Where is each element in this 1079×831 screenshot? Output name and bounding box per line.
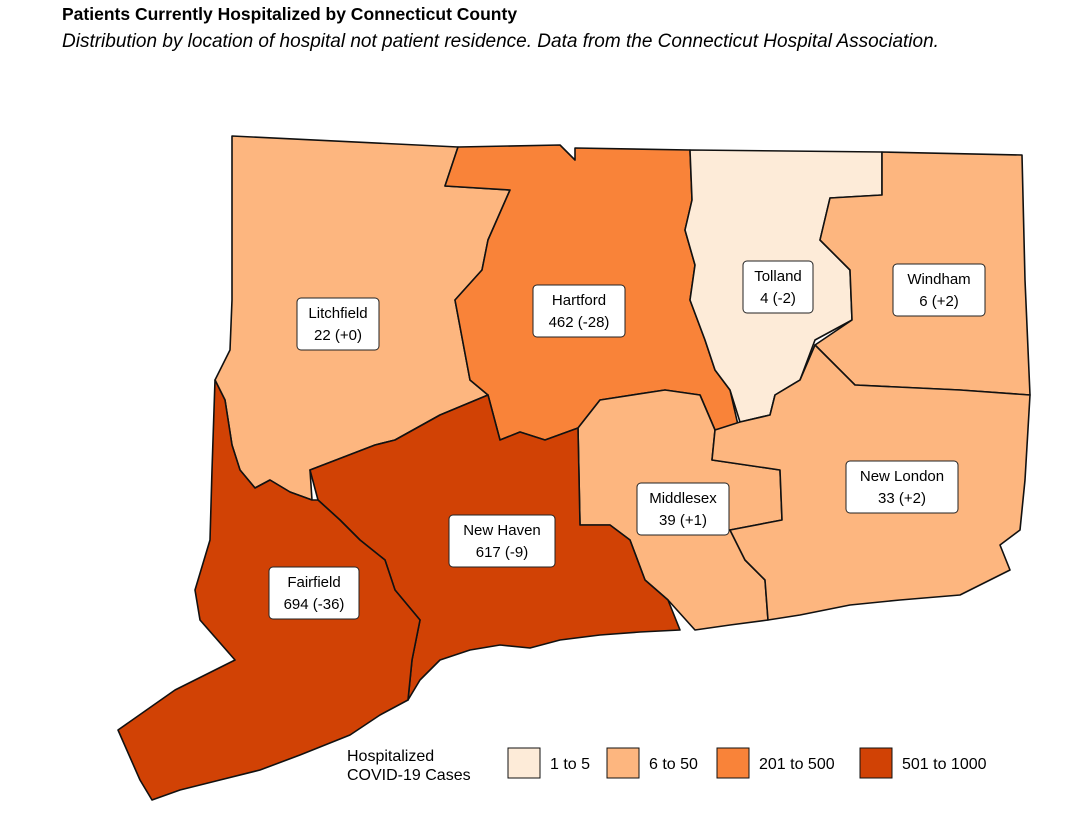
county-name: New Haven: [463, 522, 541, 539]
county-value: 22 (+0): [314, 327, 362, 344]
county-value: 39 (+1): [659, 512, 707, 529]
legend-swatch-201-500: [716, 747, 750, 779]
label-tolland: Tolland 4 (-2): [742, 260, 814, 314]
legend-label-1-5: 1 to 5: [550, 756, 590, 773]
county-value: 462 (-28): [549, 314, 610, 331]
county-name: New London: [860, 468, 944, 485]
legend-swatch-6-50: [606, 747, 640, 779]
map-subtitle: Distribution by location of hospital not…: [62, 31, 939, 52]
label-fairfield: Fairfield 694 (-36): [268, 566, 360, 620]
county-value: 694 (-36): [284, 596, 345, 613]
legend-label-201-500: 201 to 500: [759, 756, 835, 773]
legend-label-501-1000: 501 to 1000: [902, 756, 987, 773]
label-windham: Windham 6 (+2): [892, 263, 986, 317]
map-header: Patients Currently Hospitalized by Conne…: [62, 2, 1062, 56]
legend-title-line2: COVID-19 Cases: [347, 767, 471, 784]
label-litchfield: Litchfield 22 (+0): [296, 297, 380, 351]
county-name: Tolland: [754, 268, 802, 285]
legend-title-line1: Hospitalized: [347, 748, 434, 765]
label-hartford: Hartford 462 (-28): [532, 284, 626, 338]
legend-swatch-501-1000: [859, 747, 893, 779]
legend-label-6-50: 6 to 50: [649, 756, 698, 773]
label-new-haven: New Haven 617 (-9): [448, 514, 556, 568]
county-name: Litchfield: [308, 305, 367, 322]
county-name: Fairfield: [287, 574, 340, 591]
county-value: 6 (+2): [919, 293, 959, 310]
label-middlesex: Middlesex 39 (+1): [636, 482, 730, 536]
county-value: 4 (-2): [760, 290, 796, 307]
label-new-london: New London 33 (+2): [845, 460, 959, 514]
county-name: Hartford: [552, 292, 606, 309]
county-name: Windham: [907, 271, 970, 288]
county-value: 33 (+2): [878, 490, 926, 507]
county-name: Middlesex: [649, 490, 717, 507]
map-title: Patients Currently Hospitalized by Conne…: [62, 4, 518, 24]
map-legend: Hospitalized COVID-19 Cases 1 to 5 6 to …: [347, 747, 987, 784]
county-value: 617 (-9): [476, 544, 529, 561]
legend-swatch-1-5: [507, 747, 541, 779]
